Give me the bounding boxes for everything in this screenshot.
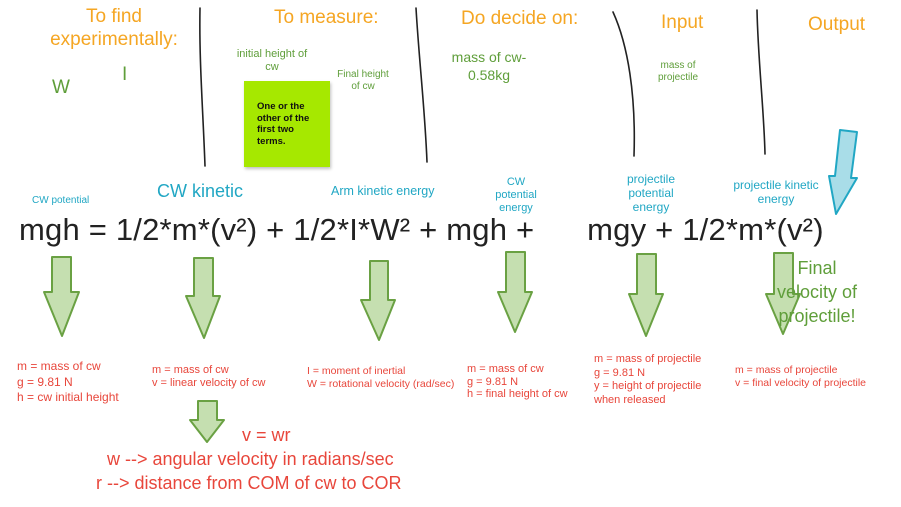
arrow-down-6 xyxy=(765,252,801,335)
w-definition: w --> angular velocity in radians/sec xyxy=(107,449,394,469)
note-line: h = cw initial height xyxy=(17,390,119,404)
note-line: when released xyxy=(594,393,666,406)
note-line: m = mass of projectile xyxy=(594,353,702,365)
header-to-find: To find experimentally: xyxy=(50,6,178,50)
v-equals-wr: v = wr xyxy=(242,425,291,445)
arrow-down-7 xyxy=(189,400,225,443)
header-do-decide: Do decide on: xyxy=(461,8,579,29)
arrow-down-1 xyxy=(43,256,80,337)
note-line: h = final height of cw xyxy=(467,388,568,400)
input-mass-of-projectile: mass of projectile xyxy=(657,60,699,83)
note-projectile-potential: m = mass of projectile g = 9.81 N y = he… xyxy=(594,353,701,407)
note-line: I = moment of inertial xyxy=(307,365,406,377)
label-cw-potential: CW potential xyxy=(32,195,90,206)
divider-line-3 xyxy=(612,11,636,157)
energy-equation: mgh = 1/2*m*(v²) + 1/2*I*W² + mgh + mgy … xyxy=(19,212,824,247)
decide-mass-of-cw: mass of cw- 0.58kg xyxy=(451,49,527,83)
note-line: m = mass of cw xyxy=(467,363,544,375)
note-line: v = final velocity of projectile xyxy=(735,376,867,389)
sticky-note: One or the other of the first two terms. xyxy=(244,81,330,167)
note-line: g = 9.81 N xyxy=(594,366,646,379)
measure-initial-height: initial height of cw xyxy=(236,48,308,73)
note-line: y = height of projectile xyxy=(594,380,702,392)
label-arm-kinetic-energy: Arm kinetic energy xyxy=(331,184,435,198)
output-arrow xyxy=(828,129,858,215)
header-input: Input xyxy=(661,12,704,33)
note-line: m = mass of cw xyxy=(17,359,101,373)
divider-line-4 xyxy=(756,9,766,155)
note-cw-potential-final: m = mass of cw g = 9.81 N h = final heig… xyxy=(467,363,568,401)
divider-line-1 xyxy=(199,7,206,167)
header-to-measure: To measure: xyxy=(274,7,379,28)
arrow-down-4 xyxy=(497,251,533,333)
note-cw-potential: m = mass of cw g = 9.81 N h = cw initial… xyxy=(17,359,119,406)
final-velocity-label: Final velocity of projectile! xyxy=(776,258,858,326)
find-var-w: W xyxy=(52,77,70,98)
label-projectile-kinetic-energy: projectile kinetic energy xyxy=(733,178,819,206)
divider-line-2 xyxy=(415,7,428,163)
note-line: W = rotational velocity (rad/sec) xyxy=(307,377,455,390)
note-projectile-kinetic: m = mass of projectile v = final velocit… xyxy=(735,364,866,389)
note-cw-kinetic: m = mass of cw v = linear velocity of cw xyxy=(152,364,265,389)
note-line: g = 9.81 N xyxy=(17,374,73,389)
arrow-down-5 xyxy=(628,253,664,337)
label-projectile-potential-energy: projectile potential energy xyxy=(626,172,676,214)
note-arm-kinetic: I = moment of inertial W = rotational ve… xyxy=(307,365,454,390)
header-output: Output xyxy=(808,14,866,35)
arrow-down-3 xyxy=(360,260,396,341)
arrow-down-2 xyxy=(185,257,221,339)
find-var-i: I xyxy=(122,64,128,85)
label-cw-kinetic: CW kinetic xyxy=(157,181,244,201)
note-line: v = linear velocity of cw xyxy=(152,376,266,389)
note-line: m = mass of projectile xyxy=(735,364,838,376)
label-cw-potential-energy: CW potential energy xyxy=(495,176,537,214)
measure-final-height: Final height of cw xyxy=(337,69,389,92)
note-line: m = mass of cw xyxy=(152,364,229,376)
r-definition: r --> distance from COM of cw to COR xyxy=(96,473,402,493)
note-line: g = 9.81 N xyxy=(467,375,519,388)
